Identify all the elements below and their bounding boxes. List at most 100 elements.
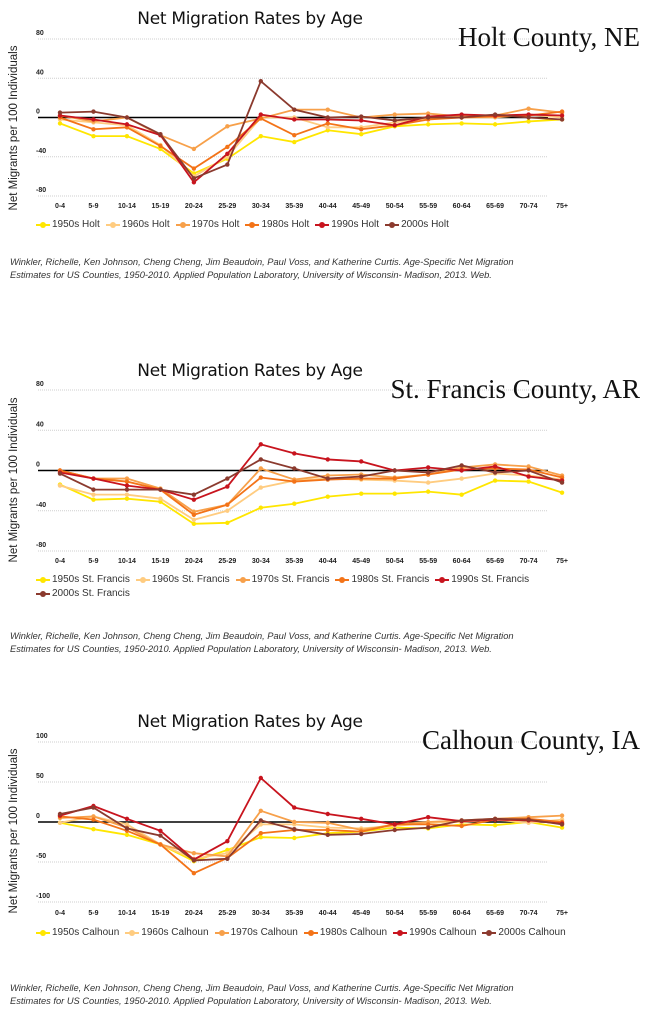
x-tick-label: 0-4: [55, 910, 65, 917]
data-point: [359, 131, 364, 137]
chart-0: 80 40 0 -40 -80 0-4 5-9 10-14 15-19 20-24 25-29 30-…: [0, 0, 660, 320]
data-point: [225, 151, 230, 157]
data-point: [57, 483, 63, 488]
data-point: [325, 832, 330, 837]
x-tick-label: 30-34: [252, 203, 270, 210]
data-point: [359, 474, 364, 479]
y-tick-label: 50: [36, 773, 44, 780]
data-point: [459, 121, 464, 126]
legend-item: 1990s Calhoun: [393, 927, 476, 938]
data-point: [492, 112, 498, 117]
legend-label: 1990s Holt: [331, 219, 380, 230]
citation-line: Estimates for US Counties, 1950-2010. Ap…: [10, 996, 492, 1006]
x-tick-label: 50-54: [386, 910, 404, 917]
data-point: [459, 468, 464, 473]
data-point: [492, 470, 498, 475]
y-tick-label: -100: [36, 893, 50, 900]
x-tick-label: 50-54: [386, 558, 404, 565]
legend-item: 1960s St. Francis: [135, 574, 230, 585]
data-point: [292, 819, 297, 825]
data-point: [392, 476, 397, 481]
data-point: [325, 115, 330, 120]
legend-marker-icon: [303, 929, 318, 936]
data-point: [425, 465, 431, 470]
citation-line: Winkler, Richelle, Ken Johnson, Cheng Ch…: [10, 257, 514, 267]
county-annotation: Calhoun County, IA: [422, 725, 640, 755]
legend-item: 1980s Holt: [245, 219, 309, 230]
data-point: [225, 484, 230, 489]
x-tick-label: 25-29: [218, 910, 236, 917]
data-point: [292, 117, 297, 122]
data-point: [559, 813, 565, 818]
data-point: [191, 851, 197, 856]
legend-label: 1950s St. Francis: [52, 574, 130, 585]
series-line-2: [59, 463, 563, 513]
y-tick-label: -40: [36, 148, 46, 155]
x-tick-label: 10-14: [118, 558, 136, 565]
data-point: [325, 827, 330, 833]
x-tick-label: 60-64: [453, 910, 471, 917]
data-point: [559, 490, 565, 495]
plot-area: 100 50 0 -50 -100 0-4 5-9 10-14 15-19 20-24 25-29 3…: [36, 733, 568, 917]
data-point: [359, 114, 364, 119]
legend-item: 1950s Calhoun: [36, 927, 119, 938]
data-point: [292, 501, 297, 506]
legend-item: 1970s Holt: [175, 219, 239, 230]
citation: Winkler, Richelle, Ken Johnson, Cheng Ch…: [10, 630, 650, 656]
x-tick-label: 65-69: [486, 558, 504, 565]
x-tick-label: 15-19: [151, 558, 169, 565]
data-point: [91, 476, 96, 481]
legend-item: 1950s St. Francis: [36, 574, 130, 585]
y-tick-label: 0: [36, 109, 40, 116]
citation-line: Estimates for US Counties, 1950-2010. Ap…: [10, 644, 492, 654]
legend-marker-icon: [335, 576, 350, 583]
x-tick-label: 55-59: [419, 558, 437, 565]
legend-label: 1950s Holt: [52, 219, 100, 230]
data-point: [91, 133, 96, 139]
citation-line: Winkler, Richelle, Ken Johnson, Cheng Ch…: [10, 631, 514, 641]
data-point: [526, 119, 531, 124]
data-point: [91, 817, 96, 822]
data-point: [124, 476, 130, 481]
data-point: [425, 115, 431, 120]
data-point: [526, 115, 531, 120]
x-tick-label: 10-14: [118, 203, 136, 210]
data-point: [559, 113, 565, 118]
data-point: [225, 839, 230, 844]
x-tick-label: 70-74: [520, 203, 538, 210]
data-point: [191, 521, 197, 527]
legend-marker-icon: [385, 221, 400, 228]
plot-area: 80 40 0 -40 -80 0-4 5-9 10-14 15-19 20-24 25-29 30-…: [36, 30, 568, 210]
data-point: [91, 127, 96, 132]
legend-item: 2000s Holt: [385, 219, 449, 230]
x-tick-label: 50-54: [386, 203, 404, 210]
legend-marker-icon: [36, 590, 50, 597]
data-point: [459, 818, 464, 823]
x-tick-label: 40-44: [319, 910, 337, 917]
legend-label: 1980s Holt: [261, 219, 310, 230]
data-point: [124, 122, 130, 127]
data-point: [258, 818, 264, 823]
x-tick-label: 70-74: [520, 558, 538, 565]
series-line-3: [59, 110, 563, 170]
x-tick-label: 15-19: [151, 203, 169, 210]
data-point: [258, 466, 264, 471]
data-point: [325, 820, 330, 825]
data-point: [124, 832, 130, 837]
data-point: [258, 442, 264, 447]
x-tick-label: 35-39: [285, 558, 303, 565]
data-point: [292, 132, 297, 138]
data-point: [359, 831, 364, 837]
legend-item: 1980s Calhoun: [303, 927, 387, 938]
data-point: [225, 124, 230, 129]
chart-1: 80 40 0 -40 -80 0-4 5-9 10-14 15-19 20-24 25-29 30-…: [0, 352, 660, 672]
data-point: [57, 121, 63, 126]
data-point: [325, 121, 330, 126]
x-tick-label: 15-19: [151, 910, 169, 917]
legend-item: 1950s Holt: [36, 219, 100, 230]
legend-label: 1980s St. Francis: [351, 574, 430, 585]
data-point: [258, 808, 264, 813]
data-point: [158, 842, 163, 847]
data-point: [191, 146, 197, 152]
data-point: [559, 475, 565, 480]
